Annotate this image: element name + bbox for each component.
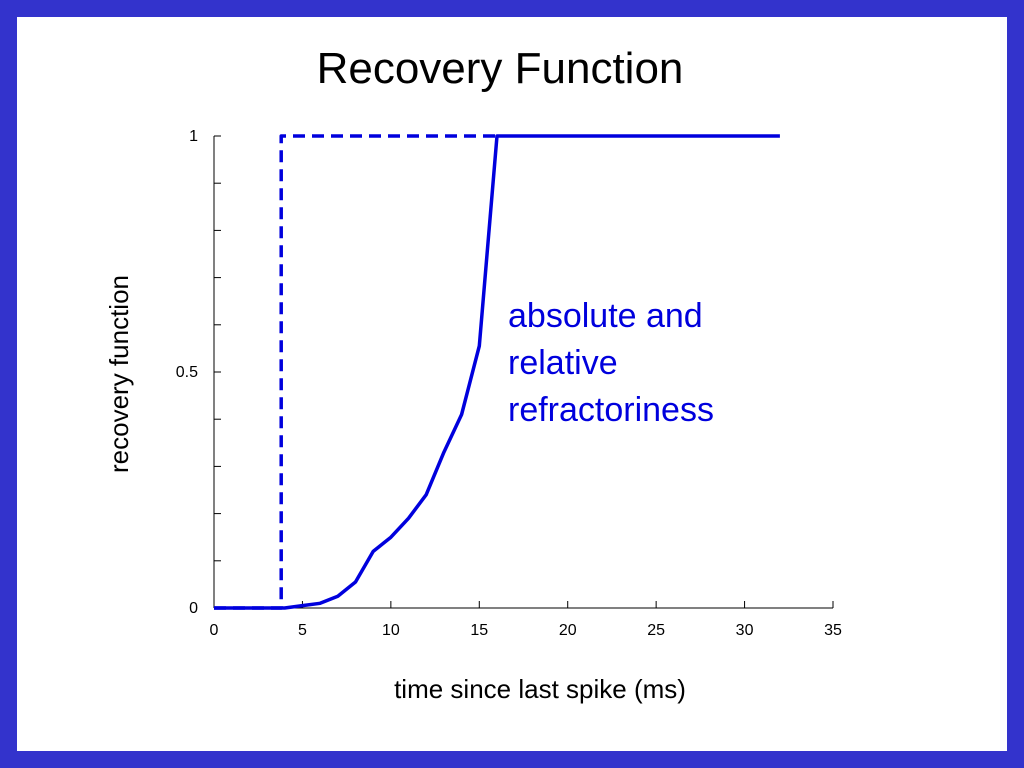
annotation-line: refractoriness bbox=[508, 391, 714, 429]
refractoriness-annotation: absolute and relative refractoriness bbox=[508, 297, 714, 429]
x-tick-label: 20 bbox=[559, 622, 577, 639]
annotation-line: relative bbox=[508, 344, 618, 382]
y-tick-label: 0 bbox=[189, 600, 198, 617]
solid-series-line bbox=[214, 134, 780, 610]
x-tick-label: 10 bbox=[382, 622, 400, 639]
x-tick-label: 15 bbox=[470, 622, 488, 639]
recovery-function-chart: Recovery Function 0 5 10 15 20 25 30 35 0 0.5 1 re… bbox=[104, 44, 842, 704]
x-tick-label: 5 bbox=[298, 622, 307, 639]
x-tick-label: 25 bbox=[647, 622, 665, 639]
x-axis-label: time since last spike (ms) bbox=[394, 674, 686, 704]
annotation-line: absolute and bbox=[508, 297, 703, 335]
y-tick-label: 0.5 bbox=[176, 364, 198, 381]
chart-axes: 0 5 10 15 20 25 30 35 0 0.5 1 bbox=[176, 128, 842, 639]
y-axis-label: recovery function bbox=[104, 275, 134, 473]
slide: Recovery Function 0 5 10 15 20 25 30 35 0 0.5 1 re… bbox=[17, 17, 1007, 751]
y-tick-label: 1 bbox=[189, 128, 198, 145]
x-tick-label: 30 bbox=[736, 622, 754, 639]
dashed-series-line bbox=[214, 134, 497, 610]
x-tick-label: 35 bbox=[824, 622, 842, 639]
chart-series bbox=[214, 134, 780, 610]
slide-title: Recovery Function bbox=[317, 44, 684, 93]
x-tick-label: 0 bbox=[210, 622, 219, 639]
